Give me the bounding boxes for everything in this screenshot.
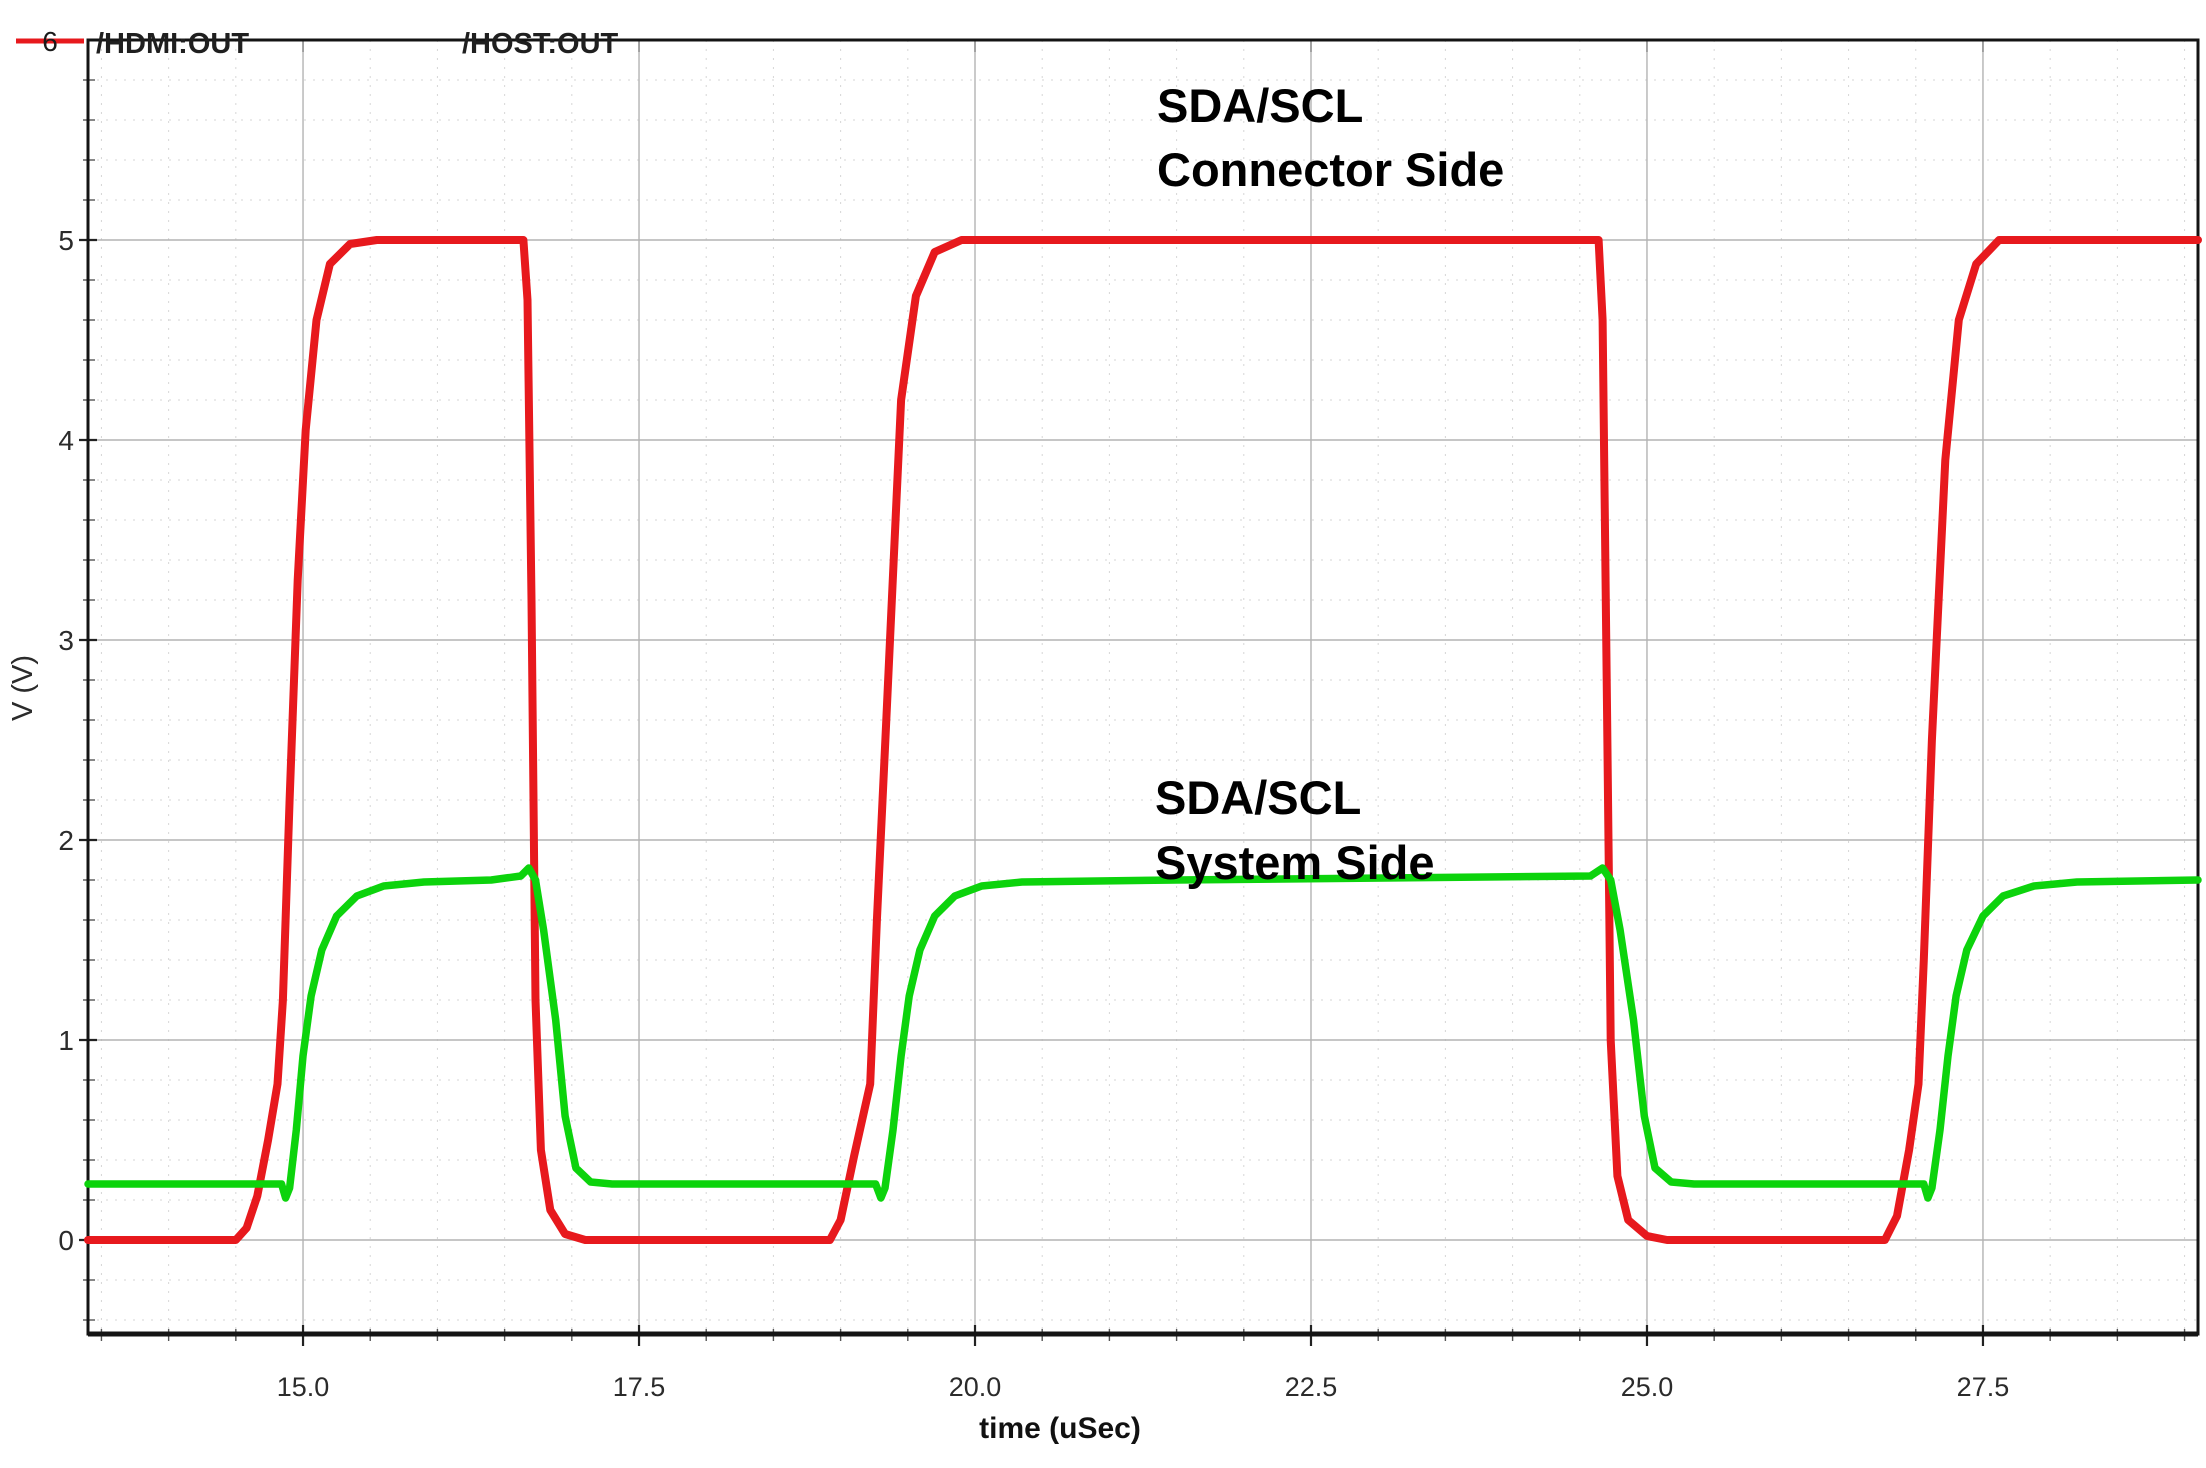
- annotation-system-line1: SDA/SCL: [1155, 771, 1361, 824]
- minor-gridlines: [88, 40, 2198, 1334]
- y-tick-label: 4: [58, 425, 74, 456]
- annotation-system-line2: System Side: [1155, 836, 1435, 889]
- axis-ticks: [79, 40, 2186, 1346]
- annotation-connector-side: SDA/SCL Connector Side: [1157, 79, 1504, 196]
- y-tick-label: 5: [58, 225, 74, 256]
- y-axis-title: V (V): [7, 655, 39, 721]
- x-tick-label: 15.0: [277, 1372, 330, 1402]
- x-tick-label: 27.5: [1957, 1372, 2010, 1402]
- major-gridlines: [88, 40, 2198, 1334]
- series-connector-side-red: [84, 236, 2202, 1244]
- legend-trace1-label: /HDMI:OUT: [96, 28, 249, 60]
- x-axis-title: time (uSec): [979, 1412, 1141, 1445]
- x-tick-label: 22.5: [1285, 1372, 1338, 1402]
- y-max-tick-label: 6: [42, 26, 58, 57]
- axis-tick-labels: 15.0 17.5 20.0 22.5 25.0 27.5 0 1 2 3 4 5: [58, 225, 2009, 1402]
- x-tick-label: 20.0: [949, 1372, 1002, 1402]
- y-tick-label: 3: [58, 625, 74, 656]
- annotation-connector-line1: SDA/SCL: [1157, 79, 1363, 132]
- legend: 6 /HDMI:OUT /HOST:OUT: [16, 26, 619, 60]
- y-tick-label: 2: [58, 825, 74, 856]
- annotation-connector-line2: Connector Side: [1157, 143, 1504, 196]
- plot-frame: [86, 38, 2200, 1336]
- legend-trace2-label: /HOST:OUT: [462, 28, 619, 60]
- x-tick-label: 17.5: [613, 1372, 666, 1402]
- y-tick-label: 0: [58, 1225, 74, 1256]
- x-tick-label: 25.0: [1621, 1372, 1674, 1402]
- series-system-side-green: [84, 864, 2202, 1202]
- y-tick-label: 1: [58, 1025, 74, 1056]
- annotation-system-side: SDA/SCL System Side: [1155, 771, 1435, 889]
